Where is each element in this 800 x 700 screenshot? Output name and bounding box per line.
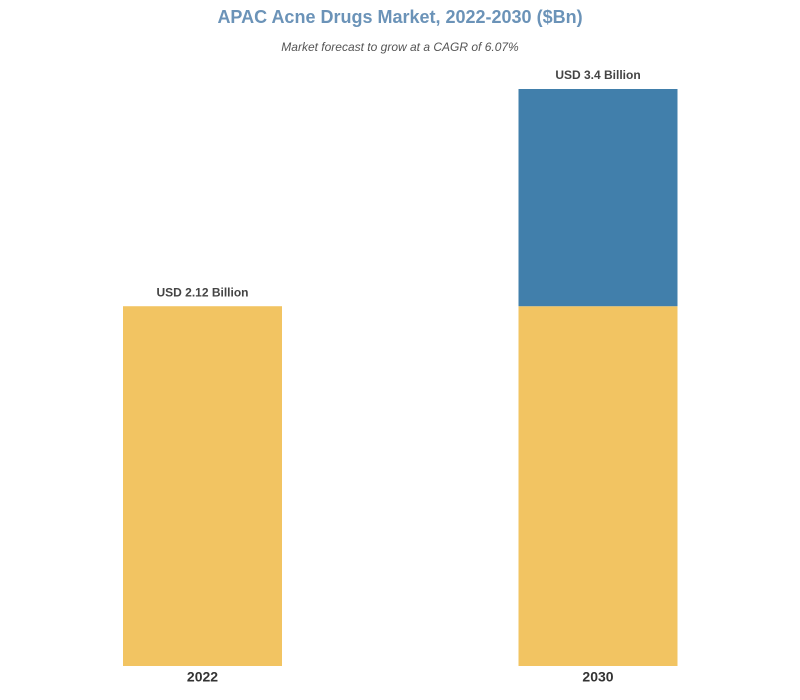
chart-subtitle: Market forecast to grow at a CAGR of 6.0… [281, 40, 519, 54]
chart-title: APAC Acne Drugs Market, 2022-2030 ($Bn) [217, 7, 582, 27]
bar-segment [518, 89, 678, 307]
bar-segment [123, 306, 282, 666]
value-label: USD 3.4 Billion [555, 68, 640, 82]
x-tick-label: 2030 [582, 669, 613, 685]
x-tick-label: 2022 [187, 669, 218, 685]
bar-segment [518, 306, 678, 666]
value-label: USD 2.12 Billion [156, 285, 248, 299]
